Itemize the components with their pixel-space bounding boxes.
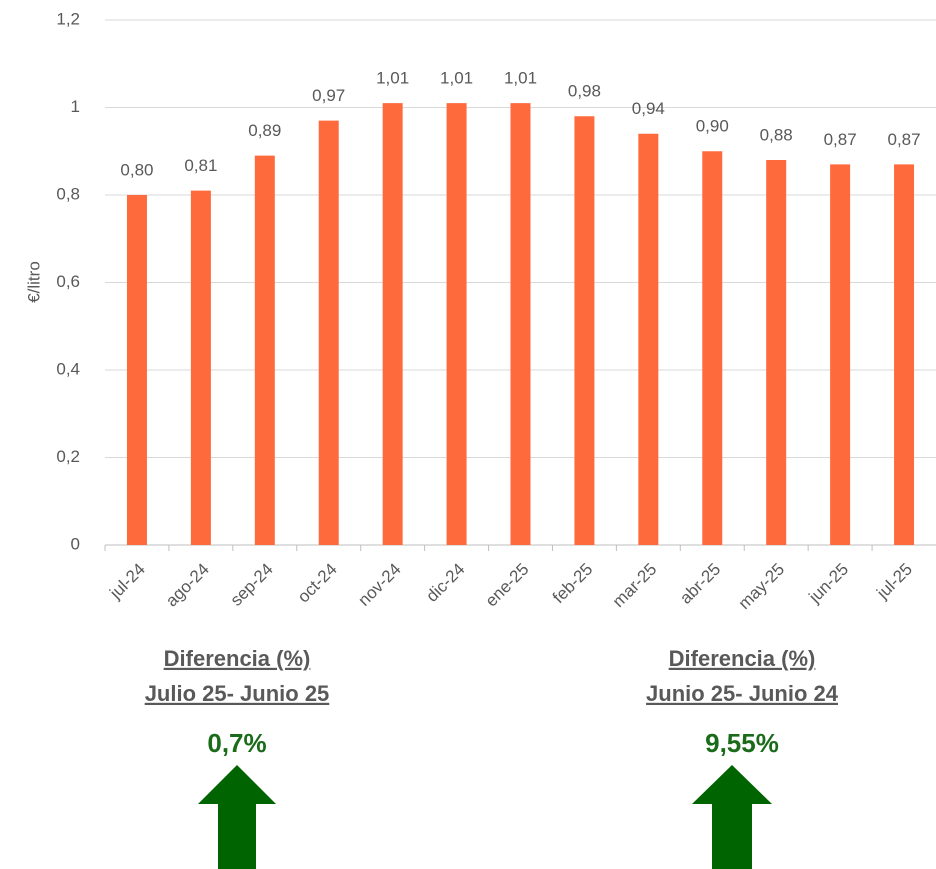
annotation-value: 0,7%	[207, 728, 266, 758]
x-tick-label: jul-25	[872, 560, 916, 604]
bar	[638, 133, 659, 545]
bar	[766, 160, 787, 545]
x-tick-label: mar-25	[609, 560, 661, 612]
value-label: 0,94	[632, 99, 665, 118]
x-tick-label: nov-24	[354, 560, 404, 610]
x-tick-label: dic-24	[422, 560, 468, 606]
x-tick-label: ago-24	[162, 560, 213, 611]
x-tick-label: may-25	[735, 560, 789, 614]
bar	[254, 155, 275, 545]
bar	[382, 103, 403, 545]
x-tick-label: ene-25	[482, 560, 533, 611]
y-axis-label: €/litro	[24, 261, 43, 303]
x-tick-label: oct-24	[294, 560, 341, 607]
value-label: 0,89	[248, 121, 281, 140]
y-tick-label: 0	[71, 534, 80, 553]
annotation-title: Diferencia (%)	[669, 646, 816, 671]
bar	[702, 151, 723, 545]
bar	[446, 103, 467, 545]
value-label: 0,97	[312, 86, 345, 105]
y-tick-label: 0,2	[56, 447, 80, 466]
bar	[574, 116, 595, 545]
y-tick-label: 0,8	[56, 184, 80, 203]
annotation-title: Diferencia (%)	[164, 646, 311, 671]
bar	[894, 164, 915, 545]
value-label: 0,87	[824, 130, 857, 149]
value-label: 1,01	[440, 69, 473, 88]
x-tick-label: sep-24	[227, 560, 277, 610]
annotation-value: 9,55%	[705, 728, 779, 758]
bar	[510, 103, 531, 545]
bar	[318, 120, 339, 545]
bar	[830, 164, 851, 545]
arrow-up	[692, 765, 772, 869]
y-tick-label: 1	[71, 97, 80, 116]
y-tick-label: 0,4	[56, 359, 80, 378]
value-label: 0,80	[120, 160, 153, 179]
y-tick-label: 0,6	[56, 272, 80, 291]
value-label: 1,01	[504, 69, 537, 88]
value-label: 0,87	[887, 130, 920, 149]
x-tick-label: abr-25	[676, 560, 724, 608]
annotation-subtitle: Julio 25- Junio 25	[145, 681, 330, 706]
value-label: 0,81	[184, 156, 217, 175]
x-tick-label: jul-24	[105, 560, 149, 604]
bar	[126, 195, 147, 545]
bar	[190, 190, 211, 545]
x-tick-label: jun-25	[805, 560, 853, 608]
x-tick-label: feb-25	[549, 560, 597, 608]
value-label: 0,98	[568, 82, 601, 101]
value-label: 1,01	[376, 69, 409, 88]
value-label: 0,90	[696, 117, 729, 136]
value-label: 0,88	[760, 125, 793, 144]
arrow-up	[198, 765, 276, 869]
annotation-subtitle: Junio 25- Junio 24	[646, 681, 839, 706]
y-tick-label: 1,2	[56, 9, 80, 28]
